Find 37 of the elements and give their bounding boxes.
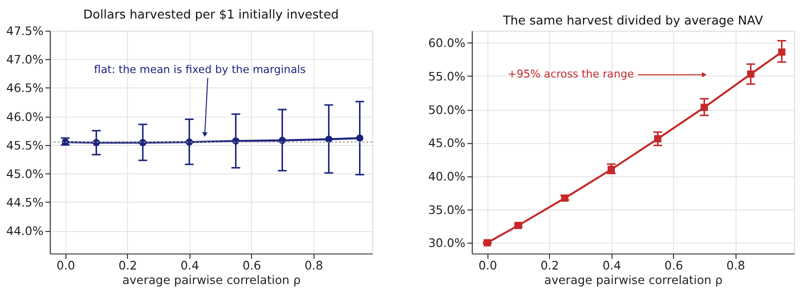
x-tick-label: 0.2 [118, 258, 138, 273]
y-tick-label: 46.5% [6, 81, 44, 96]
y-tick-label: 40.0% [428, 169, 466, 184]
y-tick-label: 30.0% [428, 236, 466, 250]
point [747, 70, 754, 78]
x-tick-label: 0.8 [304, 258, 324, 273]
x-tick-label: 0.4 [180, 258, 200, 273]
y-tick-label: 44.0% [6, 224, 44, 238]
x-tick-label: 0.0 [478, 258, 498, 273]
point [700, 104, 708, 112]
chart-title: The same harvest divided by average NAV [502, 13, 764, 28]
x-axis-title: average pairwise correlation ρ [122, 273, 301, 288]
y-tick-label: 47.5% [6, 24, 44, 38]
y-tick-label: 45.5% [6, 138, 44, 152]
annotation: +95% across the range [508, 68, 634, 81]
y-tick-label: 47.0% [6, 52, 44, 67]
x-tick-label: 0.4 [602, 258, 622, 273]
x-tick-label: 0.8 [726, 258, 746, 273]
y-tick-label: 60.0% [428, 36, 466, 50]
point [608, 166, 615, 174]
x-tick-label: 0.6 [664, 258, 684, 273]
point [654, 135, 662, 142]
y-tick-label: 44.5% [6, 195, 44, 210]
x-tick-label: 0.6 [242, 258, 262, 273]
point [484, 239, 491, 246]
point [778, 48, 786, 56]
x-tick-label: 0.2 [540, 258, 560, 273]
y-tick-label: 55.0% [428, 69, 466, 84]
x-axis-title: average pairwise correlation ρ [544, 273, 723, 288]
y-tick-label: 45.0% [428, 136, 466, 150]
y-tick-label: 35.0% [428, 202, 466, 217]
annotation: flat: the mean is fixed by the marginals [94, 62, 306, 76]
y-tick-label: 46.0% [6, 110, 44, 124]
y-tick-label: 50.0% [428, 102, 466, 117]
chart-title: Dollars harvested per $1 initially invested [83, 8, 339, 22]
y-tick-label: 45.0% [6, 166, 44, 181]
x-tick-label: 0.0 [56, 258, 76, 273]
